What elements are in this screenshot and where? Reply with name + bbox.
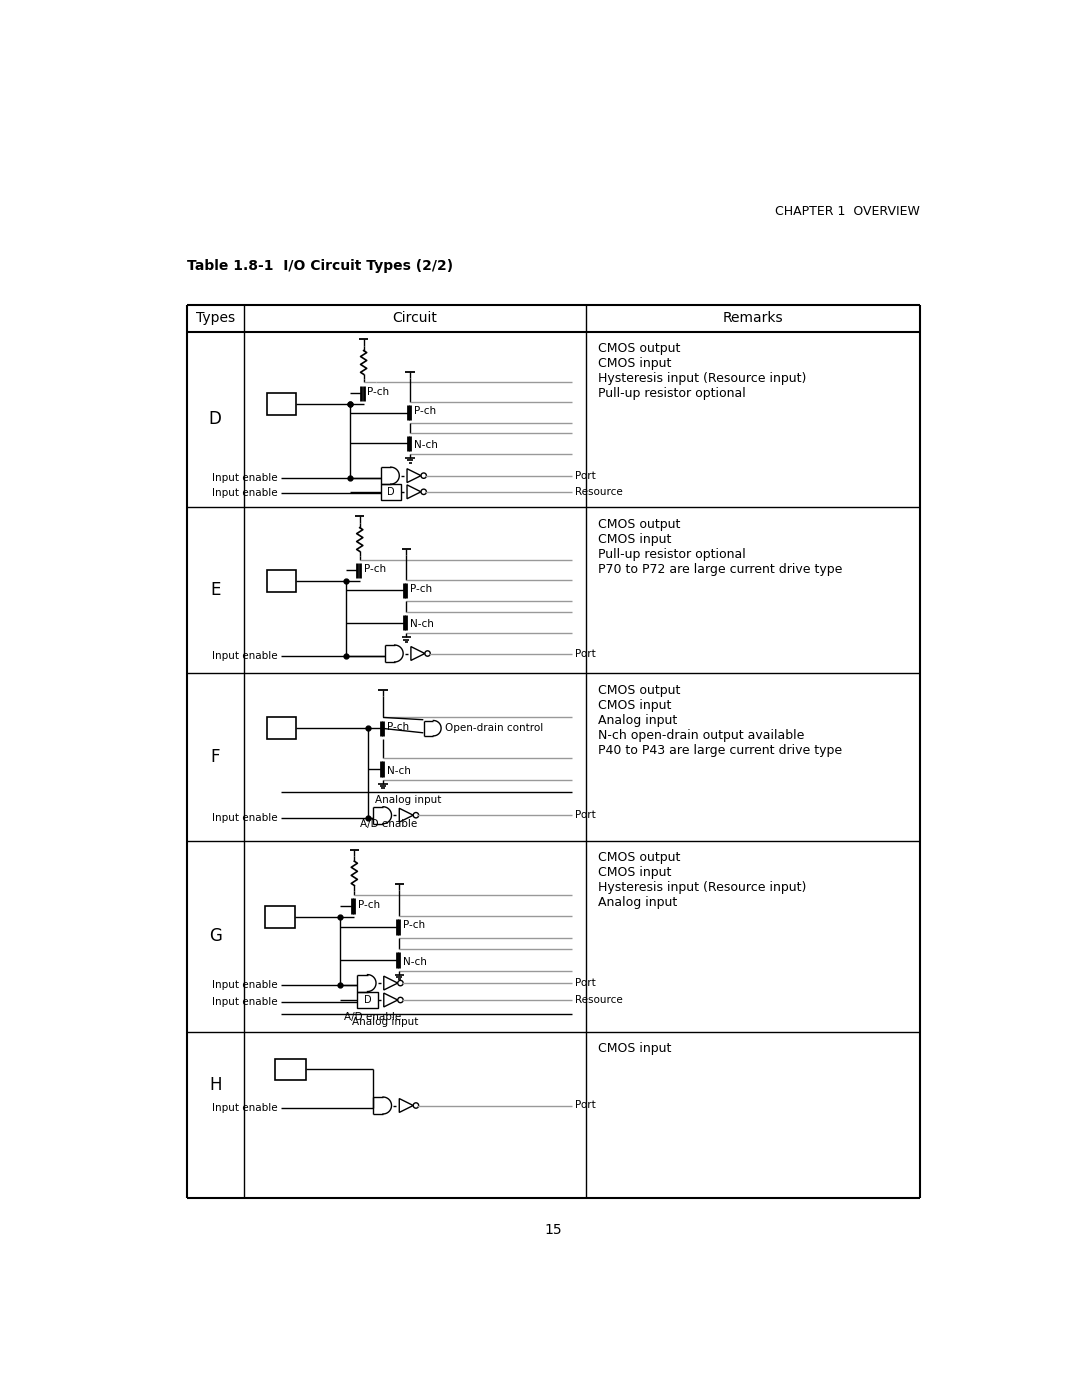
Bar [357, 992, 378, 1007]
Text: N-ch: N-ch [403, 957, 427, 967]
Text: N-ch: N-ch [414, 440, 437, 450]
Text: D: D [208, 411, 221, 429]
Text: Resource: Resource [576, 486, 623, 497]
Text: P-ch: P-ch [403, 921, 426, 930]
Text: N-ch: N-ch [410, 619, 434, 629]
Text: CMOS output
CMOS input
Hysteresis input (Resource input)
Pull-up resistor option: CMOS output CMOS input Hysteresis input … [597, 342, 806, 401]
Text: Table 1.8-1  I/O Circuit Types (2/2): Table 1.8-1 I/O Circuit Types (2/2) [187, 258, 453, 272]
Text: P-ch: P-ch [410, 584, 432, 594]
Text: CHAPTER 1  OVERVIEW: CHAPTER 1 OVERVIEW [775, 204, 920, 218]
Bar [266, 907, 295, 928]
Text: E: E [210, 581, 220, 599]
Text: Types: Types [195, 312, 234, 326]
Text: Port: Port [576, 648, 596, 658]
Text: P-ch: P-ch [387, 722, 409, 732]
Text: A/D enable: A/D enable [345, 1013, 402, 1023]
Text: P-ch: P-ch [359, 900, 380, 909]
Text: H: H [208, 1077, 221, 1094]
Text: P-ch: P-ch [367, 387, 390, 397]
Text: Remarks: Remarks [723, 312, 783, 326]
Text: P-ch: P-ch [364, 564, 386, 574]
Text: Port: Port [576, 1101, 596, 1111]
Text: Port: Port [576, 810, 596, 820]
Bar [380, 485, 401, 500]
Text: Open-drain control: Open-drain control [445, 724, 543, 733]
Bar [267, 718, 296, 739]
Bar [274, 1059, 306, 1080]
Text: CMOS input: CMOS input [597, 1042, 671, 1055]
Text: Input enable: Input enable [212, 997, 278, 1007]
Text: F: F [211, 747, 220, 766]
Text: G: G [208, 928, 221, 946]
Text: CMOS output
CMOS input
Hysteresis input (Resource input)
Analog input: CMOS output CMOS input Hysteresis input … [597, 851, 806, 909]
Text: Analog input: Analog input [375, 795, 442, 805]
Text: A/D enable: A/D enable [360, 819, 417, 828]
Text: Port: Port [576, 978, 596, 988]
Text: Input enable: Input enable [212, 489, 278, 499]
Text: Resource: Resource [576, 995, 623, 1004]
Bar [267, 393, 296, 415]
Text: Port: Port [576, 471, 596, 481]
Text: Input enable: Input enable [212, 474, 278, 483]
Text: Input enable: Input enable [212, 981, 278, 990]
Text: Input enable: Input enable [212, 1102, 278, 1113]
Text: Circuit: Circuit [392, 312, 437, 326]
Text: CMOS output
CMOS input
Pull-up resistor optional
P70 to P72 are large current dr: CMOS output CMOS input Pull-up resistor … [597, 518, 842, 576]
Text: D: D [387, 486, 394, 497]
Text: Input enable: Input enable [212, 813, 278, 823]
Text: 15: 15 [544, 1222, 563, 1236]
Text: N-ch: N-ch [387, 766, 410, 775]
Text: P-ch: P-ch [414, 407, 436, 416]
Text: Analog input: Analog input [352, 1017, 418, 1027]
Text: CMOS output
CMOS input
Analog input
N-ch open-drain output available
P40 to P43 : CMOS output CMOS input Analog input N-ch… [597, 683, 841, 757]
Text: D: D [364, 995, 372, 1004]
Bar [267, 570, 296, 592]
Text: Input enable: Input enable [212, 651, 278, 661]
